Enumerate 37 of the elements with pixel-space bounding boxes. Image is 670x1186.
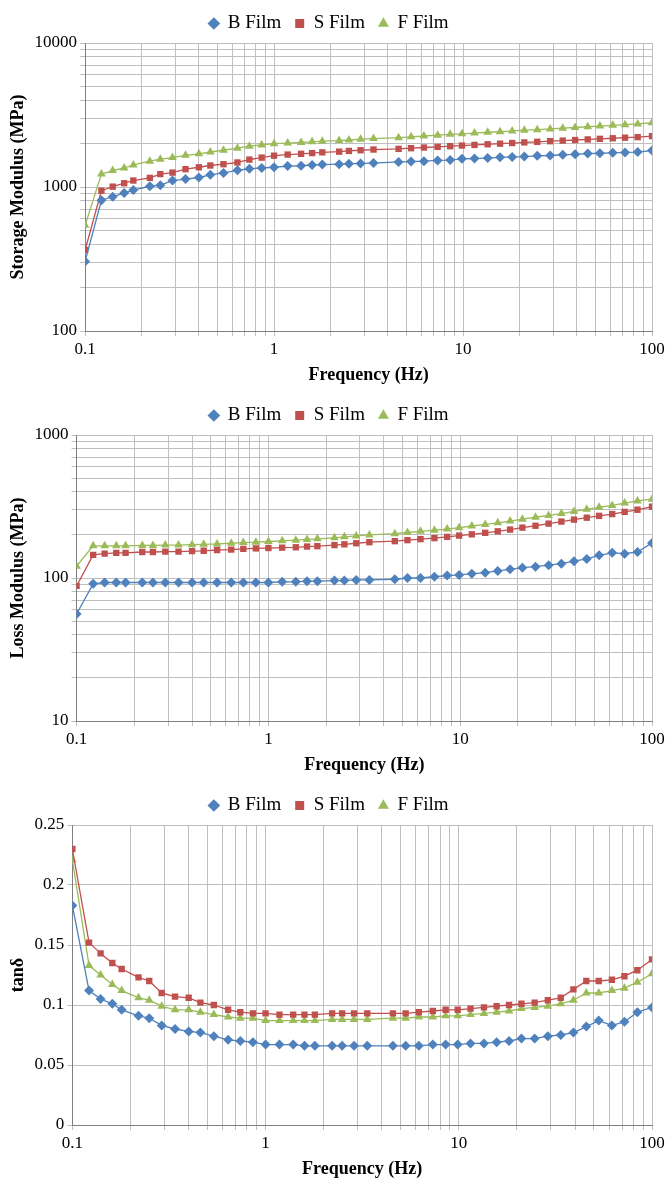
x-tick-label: 1 <box>269 338 279 358</box>
x-tick-label: 10 <box>451 728 469 748</box>
y-tick-label: 100 <box>43 567 69 587</box>
x-tick-label: 1 <box>264 728 273 748</box>
x-tick-label: 10 <box>454 338 472 358</box>
legend-label: F Film <box>397 403 449 425</box>
y-axis-title: Loss Modulus (MPa) <box>7 497 29 659</box>
y-tick-label: 1000 <box>34 424 69 444</box>
legend-label: B Film <box>227 793 282 815</box>
legend-label: F Film <box>397 11 449 33</box>
y-axis-title: tanδ <box>7 957 28 993</box>
x-tick-label: 100 <box>639 338 665 358</box>
y-tick-label: 100 <box>51 320 78 340</box>
legend-label: B Film <box>227 403 282 425</box>
y-tick-label: 0.2 <box>43 874 65 894</box>
y-tick-label: 0.15 <box>34 934 65 954</box>
x-tick-label: 1 <box>261 1132 270 1152</box>
x-axis-title: Frequency (Hz) <box>304 753 425 775</box>
x-tick-label: 100 <box>639 1132 665 1152</box>
x-tick-label: 100 <box>639 728 665 748</box>
y-tick-label: 0.25 <box>34 814 65 834</box>
legend-label: S Film <box>313 793 366 815</box>
legend-label: B Film <box>227 11 282 33</box>
legend-label: S Film <box>313 403 366 425</box>
legend-label: S Film <box>313 11 366 33</box>
y-tick-label: 10 <box>51 710 69 730</box>
y-tick-label: 10000 <box>34 32 78 52</box>
legend-label: F Film <box>397 793 449 815</box>
x-axis-title: Frequency (Hz) <box>302 1157 423 1179</box>
y-axis-title: Storage Modulus (MPa) <box>7 94 29 280</box>
y-tick-label: 1000 <box>43 176 78 196</box>
y-tick-label: 0.1 <box>43 994 65 1014</box>
y-tick-label: 0 <box>55 1114 65 1134</box>
x-tick-label: 0.1 <box>74 338 96 358</box>
x-tick-label: 10 <box>450 1132 468 1152</box>
y-tick-label: 0.05 <box>34 1054 65 1074</box>
x-axis-title: Frequency (Hz) <box>308 363 429 385</box>
